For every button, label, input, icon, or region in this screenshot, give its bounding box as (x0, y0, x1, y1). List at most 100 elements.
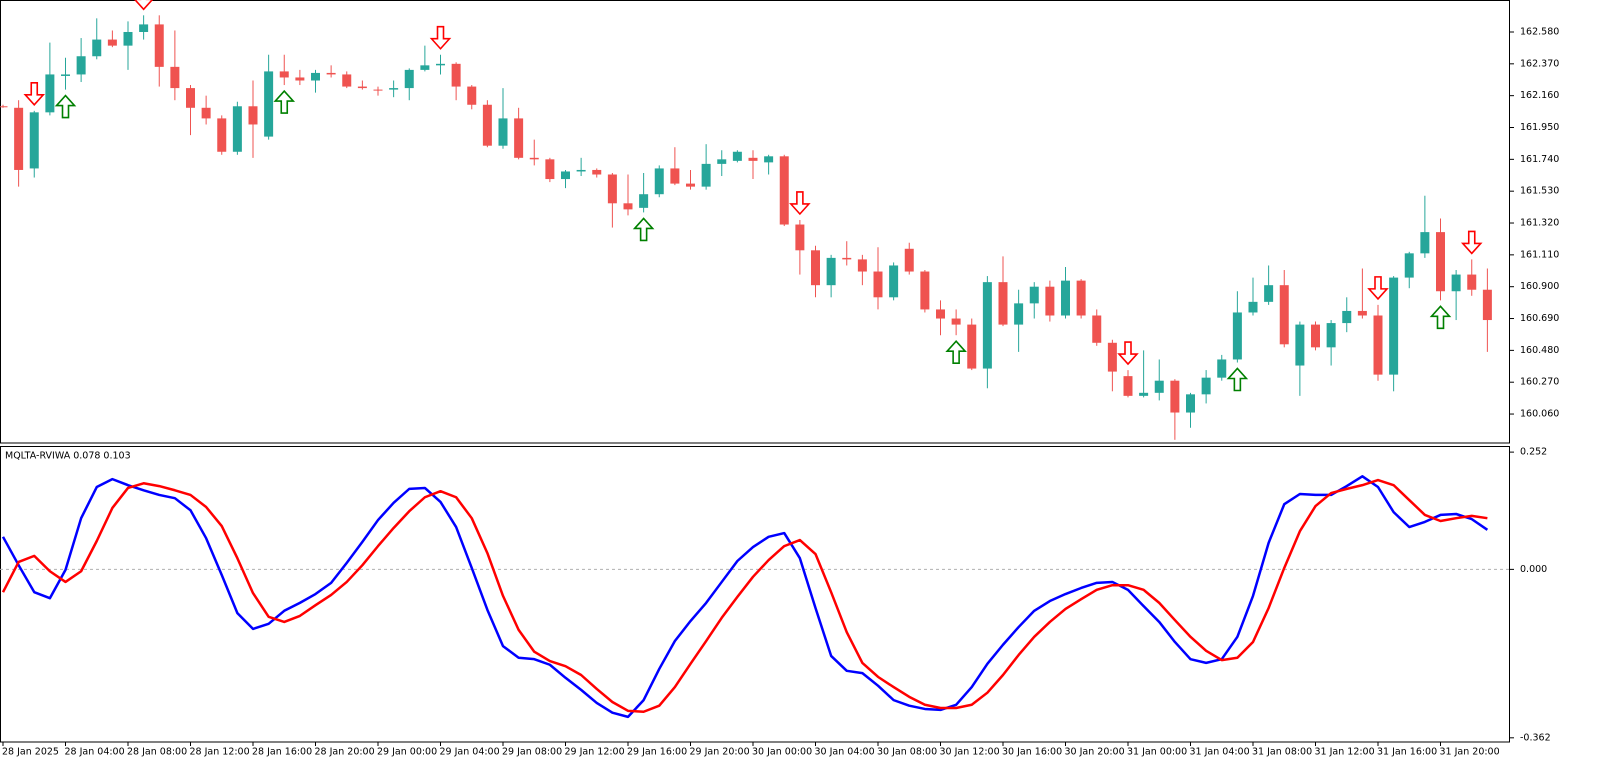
candle-body (1107, 342, 1117, 372)
x-tick-label: 28 Jan 16:00 (252, 747, 312, 758)
candle-body (1248, 301, 1258, 313)
candle-body (248, 106, 258, 125)
candle-body (170, 66, 180, 89)
candle-body (592, 169, 602, 175)
buy-arrow (945, 340, 967, 365)
candle-body (1029, 286, 1039, 304)
candle-body (1123, 376, 1133, 396)
candle-body (545, 159, 555, 180)
candle-body (420, 65, 430, 70)
x-tick-label: 29 Jan 12:00 (565, 747, 625, 758)
candle-body (686, 183, 695, 187)
candle-body (1014, 303, 1024, 325)
x-tick-label: 31 Jan 16:00 (1377, 747, 1437, 758)
y-tick-label: 160.690 (1520, 313, 1559, 324)
candle-body (373, 89, 383, 91)
sell-arrow (1117, 341, 1139, 366)
candle-body (1467, 274, 1477, 290)
y-tick-label: 162.580 (1520, 26, 1559, 37)
candle-body (857, 259, 867, 272)
sell-arrow (23, 82, 46, 107)
indicator-line (1, 475, 1489, 719)
candle-body (951, 318, 961, 325)
candle-body (264, 71, 274, 137)
y-tick-label: 162.370 (1520, 58, 1559, 69)
y-tick-label: 162.160 (1520, 90, 1559, 101)
x-tick-label: 30 Jan 12:00 (940, 747, 1000, 758)
candle-body (1217, 359, 1227, 378)
candle-body (436, 63, 445, 66)
y-tick-label: 160.480 (1520, 345, 1559, 356)
candle-body (795, 224, 805, 251)
candle-body (529, 157, 539, 160)
candle-body (1139, 392, 1149, 396)
indicator-line (1, 478, 1488, 714)
candle-body (0, 106, 8, 108)
y-tick-label: 0.252 (1520, 447, 1547, 458)
y-tick-label: 160.900 (1520, 281, 1559, 292)
buy-arrow (54, 94, 77, 119)
candle-body (1451, 274, 1461, 292)
candle-body (1295, 324, 1305, 366)
candle-body (623, 203, 633, 210)
y-tick-label: 0.000 (1520, 564, 1547, 575)
candle-body (92, 39, 102, 57)
x-tick-label: 31 Jan 00:00 (1127, 747, 1187, 758)
candle-body (1076, 280, 1086, 316)
x-tick-label: 29 Jan 00:00 (377, 747, 437, 758)
x-tick-label: 31 Jan 08:00 (1252, 747, 1312, 758)
buy-arrow (1429, 305, 1452, 330)
candle-body (1232, 312, 1242, 360)
candle-body (1311, 324, 1320, 348)
candle-body (1264, 285, 1274, 302)
candle-body (889, 265, 899, 298)
candle-body (389, 88, 399, 90)
candle-body (467, 86, 477, 105)
candle-body (1389, 277, 1399, 375)
candle-body (1373, 315, 1383, 375)
candle-body (123, 31, 133, 46)
candle-body (1342, 310, 1352, 324)
x-tick-label: 28 Jan 04:00 (65, 747, 125, 758)
candle-body (154, 24, 164, 67)
y-tick-label: 160.060 (1520, 409, 1559, 420)
candle-body (45, 74, 55, 113)
candle-body (748, 157, 758, 161)
candle-body (1436, 232, 1445, 292)
candle-body (61, 74, 70, 76)
candle-body (904, 248, 914, 272)
candle-body (514, 118, 524, 158)
y-tick-label: 161.530 (1520, 186, 1559, 197)
candle-body (295, 77, 305, 81)
candle-body (998, 282, 1008, 325)
axes: 162.580 162.370 162.160 161.950 161.740 161.5… (2, 26, 1559, 757)
buy-arrow (632, 217, 655, 242)
x-tick-label: 28 Jan 12:00 (190, 747, 250, 758)
candle-body (201, 107, 211, 119)
candle-body (1404, 253, 1414, 278)
candle-body (1092, 315, 1102, 343)
candle-body (732, 151, 742, 161)
indicator-plot (0, 475, 1510, 719)
candle-body (404, 69, 414, 89)
buy-arrow (273, 89, 296, 114)
candle-body (1170, 380, 1180, 413)
candle-body (1186, 394, 1195, 413)
candle-body (607, 174, 617, 204)
y-tick-label: 161.740 (1520, 154, 1559, 165)
sell-arrow (1460, 230, 1483, 255)
x-tick-label: 30 Jan 16:00 (1002, 747, 1062, 758)
sell-arrow (789, 191, 811, 216)
candle-body (1279, 285, 1289, 345)
x-tick-label: 30 Jan 00:00 (752, 747, 812, 758)
x-tick-label: 29 Jan 08:00 (502, 747, 562, 758)
candle-body (826, 257, 836, 286)
candle-body (1420, 232, 1430, 254)
indicator-panel (0, 446, 1510, 743)
candle-body (139, 24, 149, 32)
sell-arrow (429, 25, 452, 50)
sell-arrow (134, 0, 154, 11)
candle-body (982, 282, 992, 369)
